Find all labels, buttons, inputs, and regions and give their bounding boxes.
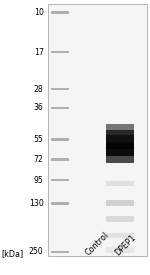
Bar (106, 233, 134, 238)
Bar (106, 135, 134, 149)
Text: 10: 10 (34, 8, 44, 17)
Bar (51, 158, 69, 161)
Text: 55: 55 (34, 135, 44, 144)
Text: Control: Control (84, 230, 111, 257)
Text: 28: 28 (34, 85, 44, 94)
Bar (106, 200, 134, 206)
Bar (106, 248, 134, 254)
Text: 250: 250 (29, 248, 44, 257)
Text: 130: 130 (29, 199, 44, 208)
Bar (106, 124, 134, 131)
Text: DPEP1: DPEP1 (114, 233, 138, 257)
Bar (51, 138, 69, 141)
Text: 36: 36 (34, 103, 44, 112)
Text: 95: 95 (34, 175, 44, 185)
Bar (106, 182, 134, 186)
Bar (106, 156, 134, 163)
Bar (51, 51, 69, 53)
Bar (51, 251, 69, 253)
Bar (51, 88, 69, 90)
Text: [kDa]: [kDa] (2, 249, 24, 258)
Bar (48, 4, 147, 256)
Text: 17: 17 (34, 48, 44, 57)
Bar (51, 202, 69, 205)
Bar (106, 216, 134, 222)
Bar (51, 12, 69, 14)
Bar (106, 143, 134, 156)
Bar (51, 179, 69, 181)
Text: 72: 72 (34, 155, 44, 164)
Bar (106, 130, 134, 141)
Bar (51, 107, 69, 109)
